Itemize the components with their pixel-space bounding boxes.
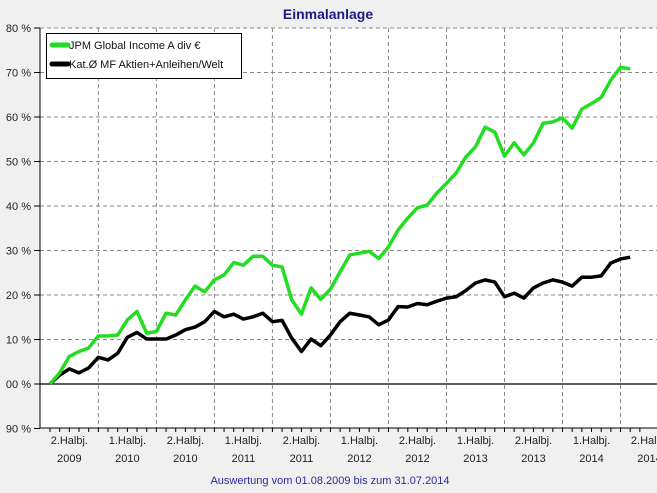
x-tick-label-period: 1.Halbj. xyxy=(573,435,610,447)
chart-subtitle: Auswertung vom 01.08.2009 bis zum 31.07.… xyxy=(210,475,449,487)
x-tick-label-period: 2.Halbj. xyxy=(399,435,436,447)
y-tick-label: 00 % xyxy=(6,379,31,391)
x-tick-label-period: 1.Halbj. xyxy=(225,435,262,447)
x-tick-label-period: 1.Halbj. xyxy=(109,435,146,447)
x-tick-label-year: 2014 xyxy=(637,453,657,465)
x-tick-label-year: 2010 xyxy=(173,453,197,465)
y-axis: 80 % 70 % 60 % 50 % 40 % 30 % 20 % 10 % 00 % 90 % xyxy=(6,23,41,436)
legend-label-category: Kat.Ø MF Aktien+Anleihen/Welt xyxy=(69,59,223,71)
legend-box xyxy=(46,33,242,79)
y-tick-label: 80 % xyxy=(6,23,31,35)
x-tick-label-year: 2013 xyxy=(463,453,487,465)
y-tick-label: 60 % xyxy=(6,112,31,124)
x-tick-label-year: 2013 xyxy=(521,453,545,465)
plot-area xyxy=(40,28,657,428)
x-tick-label-year: 2011 xyxy=(232,453,256,465)
x-tick-label-year: 2012 xyxy=(347,453,371,465)
grid xyxy=(40,27,657,428)
series-line-jpm xyxy=(48,65,631,386)
x-tick-label-period: 2.Halbj. xyxy=(51,435,88,447)
x-tick-label-year: 2014 xyxy=(579,453,603,465)
y-tick-label: 50 % xyxy=(6,157,31,169)
x-tick-label-period: 1.Halbj. xyxy=(341,435,378,447)
legend-label-jpm: JPM Global Income A div € xyxy=(69,40,200,52)
x-tick-label-period: 2.Halbj. xyxy=(515,435,552,447)
y-tick-label: 10 % xyxy=(6,335,31,347)
x-tick-label-year: 2012 xyxy=(405,453,429,465)
y-tick-label: 20 % xyxy=(6,290,31,302)
x-tick-label-period: 2.Halbj. xyxy=(167,435,204,447)
y-tick-label: 40 % xyxy=(6,201,31,213)
x-axis: 2.Halbj. 2009 1.Halbj. 2010 2.Halbj. 2010 1.Ha… xyxy=(40,427,657,465)
series-line-category xyxy=(48,255,631,386)
y-tick-label: 90 % xyxy=(6,424,31,436)
x-tick-label-year: 2009 xyxy=(57,453,81,465)
x-tick-label-year: 2011 xyxy=(290,453,314,465)
x-tick-label-year: 2010 xyxy=(115,453,139,465)
y-tick-label: 30 % xyxy=(6,246,31,258)
x-tick-label-period: 2.Halbj. xyxy=(283,435,320,447)
x-tick-label-period: 2.Halbj. xyxy=(631,435,657,447)
y-tick-label: 70 % xyxy=(6,68,31,80)
chart-title: Einmalanlage xyxy=(283,6,373,22)
x-tick-label-period: 1.Halbj. xyxy=(457,435,494,447)
legend: JPM Global Income A div € Kat.Ø MF Aktie… xyxy=(46,33,242,79)
series-lines xyxy=(48,65,631,386)
